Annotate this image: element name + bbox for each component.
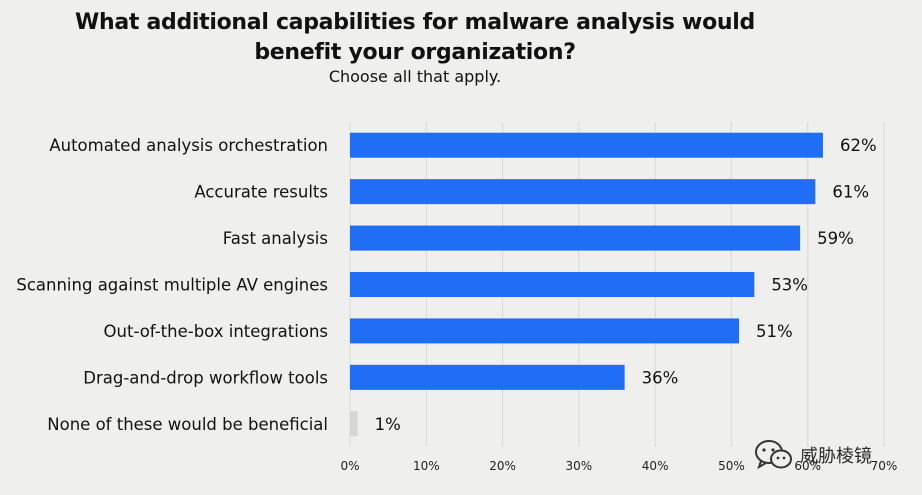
category-label: Automated analysis orchestration: [49, 136, 328, 155]
x-tick-label: 70%: [871, 459, 898, 473]
bar: [350, 364, 625, 390]
bar: [350, 411, 358, 437]
value-label: 53%: [771, 276, 808, 295]
category-label: None of these would be beneficial: [47, 415, 328, 434]
x-tick-label: 50%: [718, 459, 745, 473]
bar: [350, 272, 755, 297]
x-tick-label: 20%: [489, 459, 516, 473]
bar: [350, 179, 816, 205]
category-label: Out-of-the-box integrations: [104, 322, 328, 341]
x-tick-label: 60%: [794, 459, 821, 473]
category-label: Scanning against multiple AV engines: [16, 276, 328, 295]
value-label: 51%: [756, 322, 793, 341]
bar: [350, 132, 823, 158]
value-label: 1%: [375, 415, 401, 434]
x-tick-label: 0%: [340, 459, 359, 473]
x-tick-label: 40%: [642, 459, 669, 473]
value-label: 61%: [832, 183, 869, 202]
x-tick-label: 30%: [566, 459, 593, 473]
chart-title: What additional capabilities for malware…: [0, 8, 830, 68]
chart-title-line-2: benefit your organization?: [254, 40, 576, 65]
value-label: 59%: [817, 229, 854, 248]
watermark-text: 威胁棱镜: [800, 446, 872, 467]
value-label: 62%: [840, 136, 877, 155]
bar: [350, 225, 801, 251]
category-label: Drag-and-drop workflow tools: [83, 368, 328, 387]
category-label: Fast analysis: [223, 229, 328, 248]
category-label: Accurate results: [194, 183, 328, 202]
value-label: 36%: [642, 368, 679, 387]
bar: [350, 318, 740, 344]
chart-title-line-1: What additional capabilities for malware…: [75, 10, 755, 35]
watermark: 威胁棱镜: [754, 437, 872, 473]
x-tick-label: 10%: [413, 459, 440, 473]
chart-subtitle: Choose all that apply.: [328, 67, 502, 86]
wechat-icon: [755, 440, 792, 470]
